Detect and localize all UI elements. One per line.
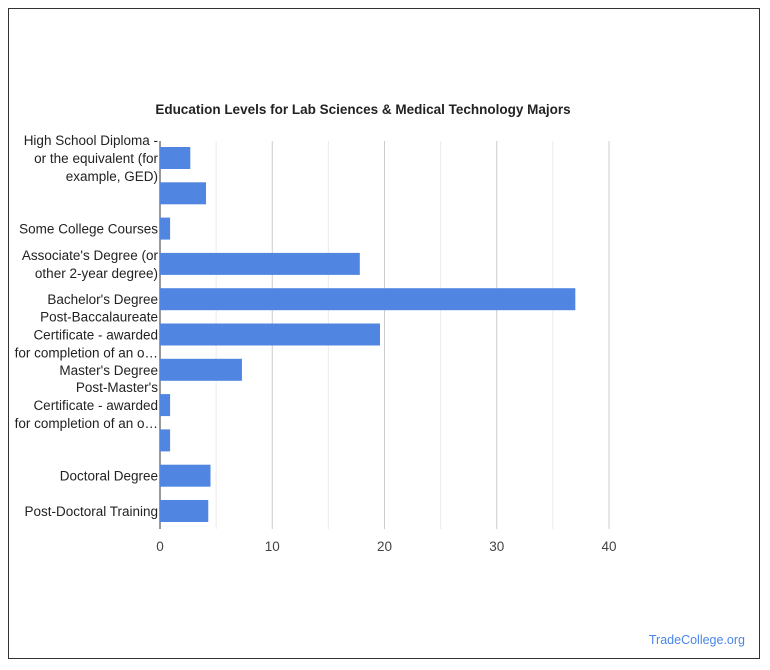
bar xyxy=(160,217,171,240)
bar xyxy=(160,358,242,381)
category-label: High School Diploma - xyxy=(24,133,158,148)
bar xyxy=(160,288,576,311)
credit-link[interactable]: TradeCollege.org xyxy=(648,633,745,647)
bar xyxy=(160,147,191,169)
category-label: Post-Baccalaureate xyxy=(40,310,158,325)
category-label: other 2-year degree) xyxy=(35,266,158,281)
x-tick-label: 30 xyxy=(489,539,504,554)
bar xyxy=(160,500,209,522)
bar xyxy=(160,323,381,346)
category-label: Doctoral Degree xyxy=(60,469,158,484)
category-label: Associate's Degree (or xyxy=(22,248,159,263)
category-label: Post-Master's xyxy=(76,380,158,395)
category-label: Master's Degree xyxy=(59,363,158,378)
bar-chart: Education Levels for Lab Sciences & Medi… xyxy=(15,102,617,554)
category-label: example, GED) xyxy=(66,169,158,184)
category-label: Some College Courses xyxy=(19,222,158,237)
chart-frame: Education Levels for Lab Sciences & Medi… xyxy=(8,8,760,659)
bar xyxy=(160,182,207,205)
chart-title: Education Levels for Lab Sciences & Medi… xyxy=(155,102,570,117)
bar xyxy=(160,252,360,275)
x-tick-label: 10 xyxy=(265,539,280,554)
bar xyxy=(160,464,211,487)
x-tick-label: 0 xyxy=(156,539,164,554)
category-label: Certificate - awarded xyxy=(33,398,158,413)
x-tick-label: 20 xyxy=(377,539,392,554)
bar xyxy=(160,394,171,417)
x-tick-label: 40 xyxy=(601,539,616,554)
category-label: for completion of an o… xyxy=(15,416,158,431)
bar xyxy=(160,429,171,452)
category-label: for completion of an o… xyxy=(15,346,158,361)
category-label: or the equivalent (for xyxy=(34,151,158,166)
category-label: Post-Doctoral Training xyxy=(24,504,158,519)
category-label: Bachelor's Degree xyxy=(47,292,158,307)
category-label: Certificate - awarded xyxy=(33,328,158,343)
